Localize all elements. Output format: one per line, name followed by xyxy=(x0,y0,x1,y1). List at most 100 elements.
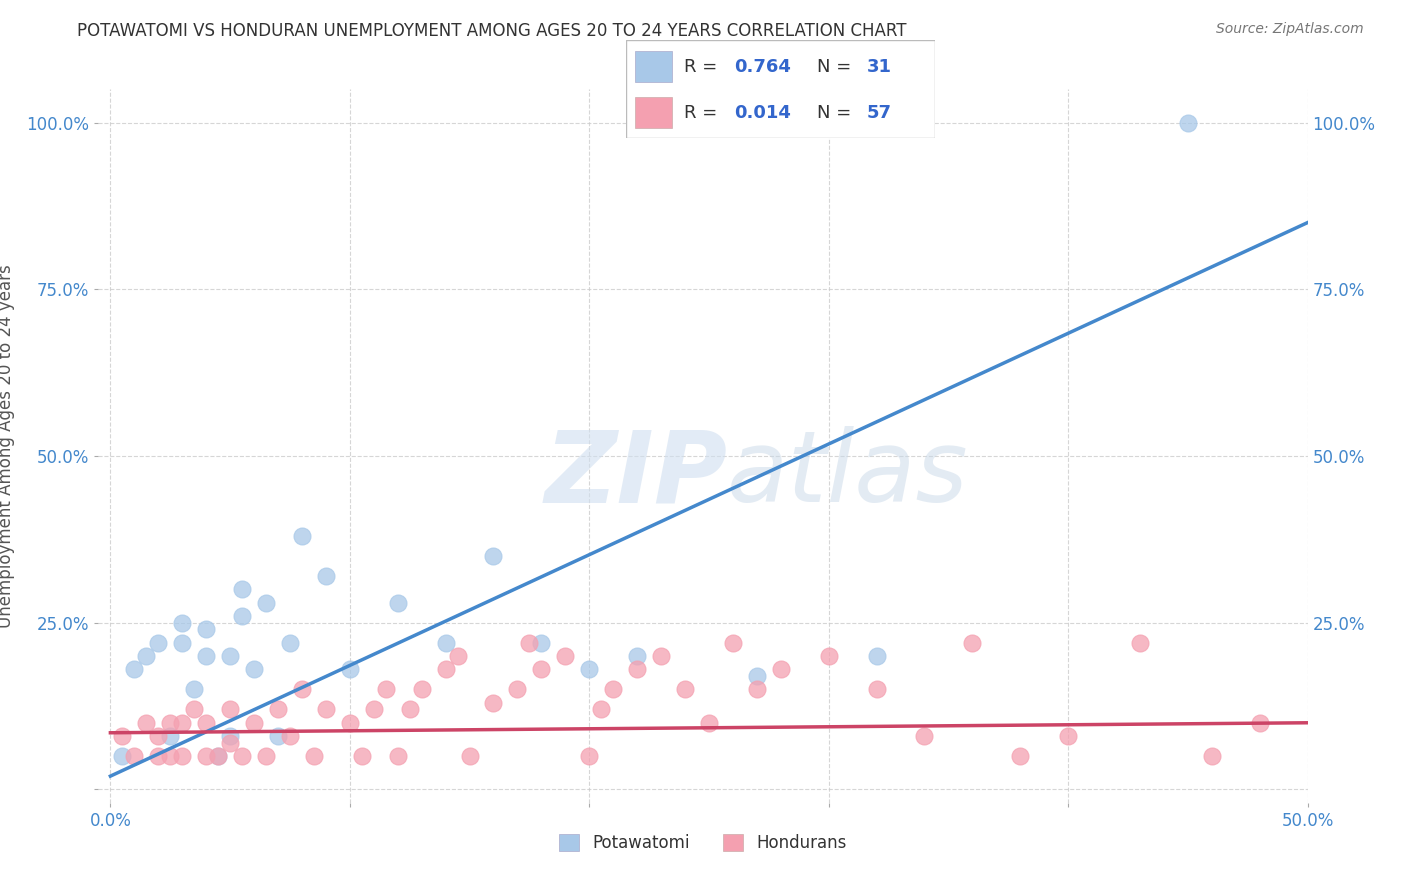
Bar xyxy=(636,51,672,82)
Point xyxy=(267,729,290,743)
Point xyxy=(195,649,218,664)
Point xyxy=(124,662,146,676)
Point xyxy=(578,662,600,676)
Point xyxy=(591,702,613,716)
Point xyxy=(374,682,396,697)
Text: 0.014: 0.014 xyxy=(734,103,790,121)
Point xyxy=(231,609,253,624)
Point xyxy=(865,649,887,664)
Point xyxy=(172,749,194,764)
Point xyxy=(148,636,170,650)
Point xyxy=(291,529,314,543)
Point xyxy=(111,749,134,764)
Point xyxy=(195,715,218,730)
Point xyxy=(673,682,696,697)
Point xyxy=(195,623,218,637)
Point xyxy=(519,636,541,650)
Point xyxy=(254,749,277,764)
Point xyxy=(363,702,385,716)
Point xyxy=(243,662,266,676)
Point xyxy=(697,715,720,730)
Point xyxy=(124,749,146,764)
Point xyxy=(315,569,337,583)
Point xyxy=(183,682,205,697)
Point xyxy=(434,662,457,676)
Point xyxy=(817,649,839,664)
Text: Source: ZipAtlas.com: Source: ZipAtlas.com xyxy=(1216,22,1364,37)
Point xyxy=(302,749,325,764)
Point xyxy=(278,729,301,743)
Point xyxy=(291,682,314,697)
Point xyxy=(1010,749,1032,764)
Text: 0.764: 0.764 xyxy=(734,58,790,76)
Point xyxy=(865,682,887,697)
Point xyxy=(602,682,624,697)
Point xyxy=(554,649,576,664)
Point xyxy=(962,636,984,650)
Point xyxy=(387,749,409,764)
Legend: Potawatomi, Hondurans: Potawatomi, Hondurans xyxy=(553,827,853,859)
Point xyxy=(111,729,134,743)
Text: 31: 31 xyxy=(868,58,891,76)
Point xyxy=(243,715,266,730)
Point xyxy=(172,615,194,630)
Point xyxy=(148,749,170,764)
Point xyxy=(626,649,648,664)
Point xyxy=(1057,729,1080,743)
Point xyxy=(159,749,181,764)
Point xyxy=(267,702,290,716)
Point xyxy=(721,636,744,650)
Point xyxy=(411,682,433,697)
Point xyxy=(219,736,242,750)
Point xyxy=(1129,636,1152,650)
Text: N =: N = xyxy=(817,58,858,76)
Point xyxy=(219,729,242,743)
Point xyxy=(506,682,529,697)
Text: atlas: atlas xyxy=(727,426,969,523)
Point xyxy=(1177,115,1199,129)
Text: POTAWATOMI VS HONDURAN UNEMPLOYMENT AMONG AGES 20 TO 24 YEARS CORRELATION CHART: POTAWATOMI VS HONDURAN UNEMPLOYMENT AMON… xyxy=(77,22,907,40)
Text: 57: 57 xyxy=(868,103,891,121)
Point xyxy=(387,596,409,610)
Text: ZIP: ZIP xyxy=(544,426,727,523)
Point xyxy=(530,636,553,650)
Point xyxy=(339,715,361,730)
Point xyxy=(254,596,277,610)
Point xyxy=(207,749,229,764)
Point xyxy=(207,749,229,764)
Point xyxy=(745,682,768,697)
Point xyxy=(135,715,157,730)
Point xyxy=(578,749,600,764)
Point xyxy=(1201,749,1223,764)
Point xyxy=(434,636,457,650)
Text: N =: N = xyxy=(817,103,858,121)
Point xyxy=(278,636,301,650)
Point xyxy=(626,662,648,676)
Point xyxy=(135,649,157,664)
Point xyxy=(159,715,181,730)
Point xyxy=(745,669,768,683)
Point xyxy=(219,649,242,664)
Point xyxy=(159,729,181,743)
Point xyxy=(650,649,672,664)
Point xyxy=(350,749,373,764)
Point xyxy=(482,549,505,563)
Point xyxy=(219,702,242,716)
Point xyxy=(1249,715,1271,730)
Point xyxy=(315,702,337,716)
Point xyxy=(914,729,936,743)
Point xyxy=(339,662,361,676)
Point xyxy=(769,662,792,676)
Point xyxy=(172,636,194,650)
Point xyxy=(231,582,253,597)
Point xyxy=(172,715,194,730)
Point xyxy=(446,649,468,664)
Point xyxy=(183,702,205,716)
Y-axis label: Unemployment Among Ages 20 to 24 years: Unemployment Among Ages 20 to 24 years xyxy=(0,264,15,628)
Point xyxy=(231,749,253,764)
Text: R =: R = xyxy=(685,103,724,121)
Point xyxy=(398,702,420,716)
Point xyxy=(482,696,505,710)
Bar xyxy=(636,97,672,128)
Text: R =: R = xyxy=(685,58,724,76)
